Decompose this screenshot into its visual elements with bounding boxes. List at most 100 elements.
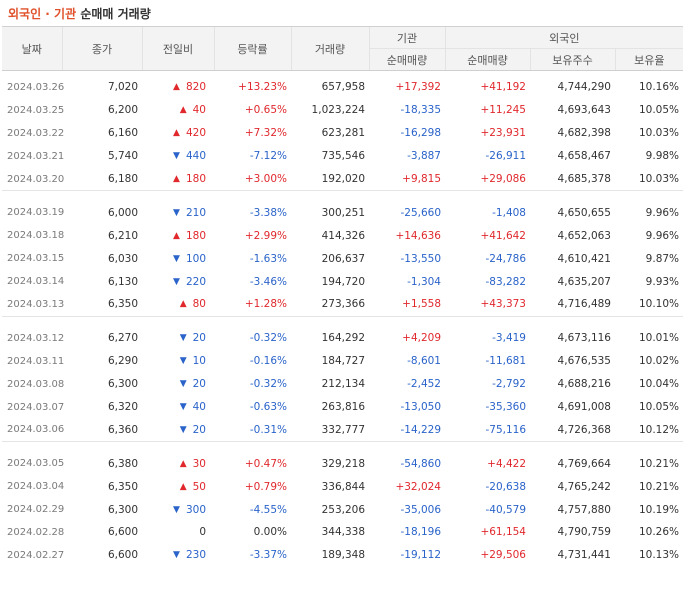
institution-net-cell: -19,112	[400, 549, 441, 562]
diff-cell: ▲ 820	[142, 76, 214, 99]
header-foreign-group: 외국인	[444, 26, 684, 49]
title-highlight: 외국인 · 기관	[8, 7, 77, 21]
up-triangle-icon: ▲	[173, 230, 180, 241]
diff-cell: ▼ 20	[142, 327, 214, 350]
rate-cell: -1.63%	[249, 252, 287, 265]
rate-cell: -0.32%	[249, 332, 287, 345]
diff-cell: ▼ 20	[142, 418, 214, 441]
foreign-holding-cell: 4,635,207	[557, 275, 611, 288]
close-cell: 6,380	[107, 457, 138, 470]
rate-cell: +0.47%	[244, 457, 287, 470]
diff-cell: ▼ 100	[142, 247, 214, 270]
diff-cell: ▼ 10	[142, 350, 214, 373]
institution-net-cell: -54,860	[400, 457, 441, 470]
diff-value: 80	[192, 298, 206, 311]
foreign-ratio-cell: 10.21%	[638, 457, 680, 470]
rate-cell: +3.00%	[244, 173, 287, 185]
foreign-net-cell: -3,419	[492, 332, 526, 345]
volume-cell: 164,292	[321, 332, 365, 345]
diff-cell: ▼ 300	[142, 498, 214, 521]
foreign-ratio-cell: 10.02%	[638, 355, 680, 368]
volume-cell: 263,816	[321, 401, 365, 414]
up-triangle-icon: ▲	[179, 481, 187, 492]
institution-net-cell: -35,006	[400, 503, 441, 516]
rate-cell: -0.63%	[249, 401, 287, 414]
date-cell: 2024.03.20	[7, 173, 65, 185]
table-row: 2024.03.08 6,300 ▼ 20 -0.32% 212,134 -2,452 -2,…	[2, 373, 683, 396]
diff-value: 820	[185, 81, 206, 94]
header-date: 날짜	[2, 26, 62, 71]
date-cell: 2024.02.27	[7, 549, 65, 561]
foreign-net-cell: +43,373	[480, 298, 526, 311]
institution-net-cell: -3,887	[407, 150, 441, 163]
volume-cell: 414,326	[321, 229, 365, 242]
diff-cell: 0	[142, 521, 214, 544]
header-rate: 등락률	[213, 26, 291, 71]
institution-net-cell: -13,550	[400, 252, 441, 265]
close-cell: 6,180	[107, 173, 138, 185]
date-cell: 2024.03.18	[7, 230, 65, 242]
rate-cell: -4.55%	[249, 503, 287, 516]
foreign-holding-cell: 4,688,216	[557, 378, 611, 391]
table-row: 2024.03.12 6,270 ▼ 20 -0.32% 164,292 +4,209 -3,…	[2, 327, 683, 350]
foreign-net-cell: +41,192	[480, 81, 526, 94]
diff-cell: ▼ 210	[142, 201, 214, 224]
foreign-net-cell: -24,786	[485, 252, 526, 265]
foreign-ratio-cell: 10.16%	[638, 81, 680, 94]
foreign-ratio-cell: 10.21%	[638, 480, 680, 493]
foreign-ratio-cell: 10.03%	[638, 173, 680, 185]
close-cell: 6,600	[107, 549, 138, 562]
header-institution-net: 순매매량	[368, 48, 445, 71]
volume-cell: 212,134	[321, 378, 365, 391]
table-row: 2024.03.14 6,130 ▼ 220 -3.46% 194,720 -1,304 -8…	[2, 270, 683, 293]
rate-cell: +1.28%	[244, 298, 287, 311]
foreign-holding-cell: 4,731,441	[557, 549, 611, 562]
foreign-holding-cell: 4,610,421	[557, 252, 611, 265]
foreign-holding-cell: 4,676,535	[557, 355, 611, 368]
date-cell: 2024.03.14	[7, 276, 65, 288]
rate-cell: +0.79%	[244, 480, 287, 493]
header-foreign-net: 순매매량	[444, 48, 530, 71]
date-cell: 2024.03.06	[7, 424, 65, 436]
institution-net-cell: -1,304	[407, 275, 441, 288]
group-divider	[2, 441, 684, 443]
volume-cell: 206,637	[321, 252, 365, 265]
table-row: 2024.03.05 6,380 ▲ 30 +0.47% 329,218 -54,860 +4…	[2, 452, 683, 475]
foreign-holding-cell: 4,658,467	[557, 150, 611, 163]
title-rest: 순매매 거래량	[80, 7, 151, 21]
group-spacer	[2, 191, 683, 201]
table-row: 2024.03.18 6,210 ▲ 180 +2.99% 414,326 +14,636 +…	[2, 224, 683, 247]
close-cell: 6,290	[107, 355, 138, 368]
foreign-ratio-cell: 9.87%	[645, 252, 680, 265]
rate-cell: +13.23%	[238, 81, 287, 94]
diff-cell: ▼ 440	[142, 145, 214, 168]
date-cell: 2024.03.11	[7, 355, 65, 367]
table-row: 2024.03.20 6,180 ▲ 180 +3.00% 192,020 +9,815 +2…	[2, 168, 683, 191]
date-cell: 2024.02.28	[7, 526, 65, 538]
close-cell: 6,300	[107, 378, 138, 391]
down-triangle-icon: ▼	[173, 276, 180, 287]
rate-cell: +7.32%	[244, 127, 287, 140]
foreign-ratio-cell: 10.12%	[638, 423, 680, 436]
rate-cell: 0.00%	[253, 526, 287, 539]
close-cell: 6,300	[107, 503, 138, 516]
foreign-net-cell: +61,154	[480, 526, 526, 539]
group-spacer	[2, 317, 683, 327]
rate-cell: -0.31%	[249, 423, 287, 436]
foreign-ratio-cell: 10.05%	[638, 401, 680, 414]
table-row: 2024.02.28 6,600 0 0.00% 344,338 -18,196 +61,1…	[2, 521, 683, 544]
diff-value: 20	[192, 332, 206, 345]
diff-cell: ▲ 180	[142, 168, 214, 191]
foreign-holding-cell: 4,744,290	[557, 81, 611, 94]
volume-cell: 192,020	[321, 173, 365, 185]
table-row: 2024.03.22 6,160 ▲ 420 +7.32% 623,281 -16,298 +…	[2, 122, 683, 145]
down-triangle-icon: ▼	[173, 207, 180, 218]
foreign-net-cell: +29,506	[480, 549, 526, 562]
foreign-net-cell: -35,360	[485, 401, 526, 414]
diff-value: 20	[192, 378, 206, 391]
foreign-net-cell: +29,086	[480, 173, 526, 185]
foreign-holding-cell: 4,685,378	[557, 173, 611, 185]
close-cell: 6,030	[107, 252, 138, 265]
date-cell: 2024.03.26	[7, 81, 65, 93]
date-cell: 2024.03.05	[7, 458, 65, 470]
